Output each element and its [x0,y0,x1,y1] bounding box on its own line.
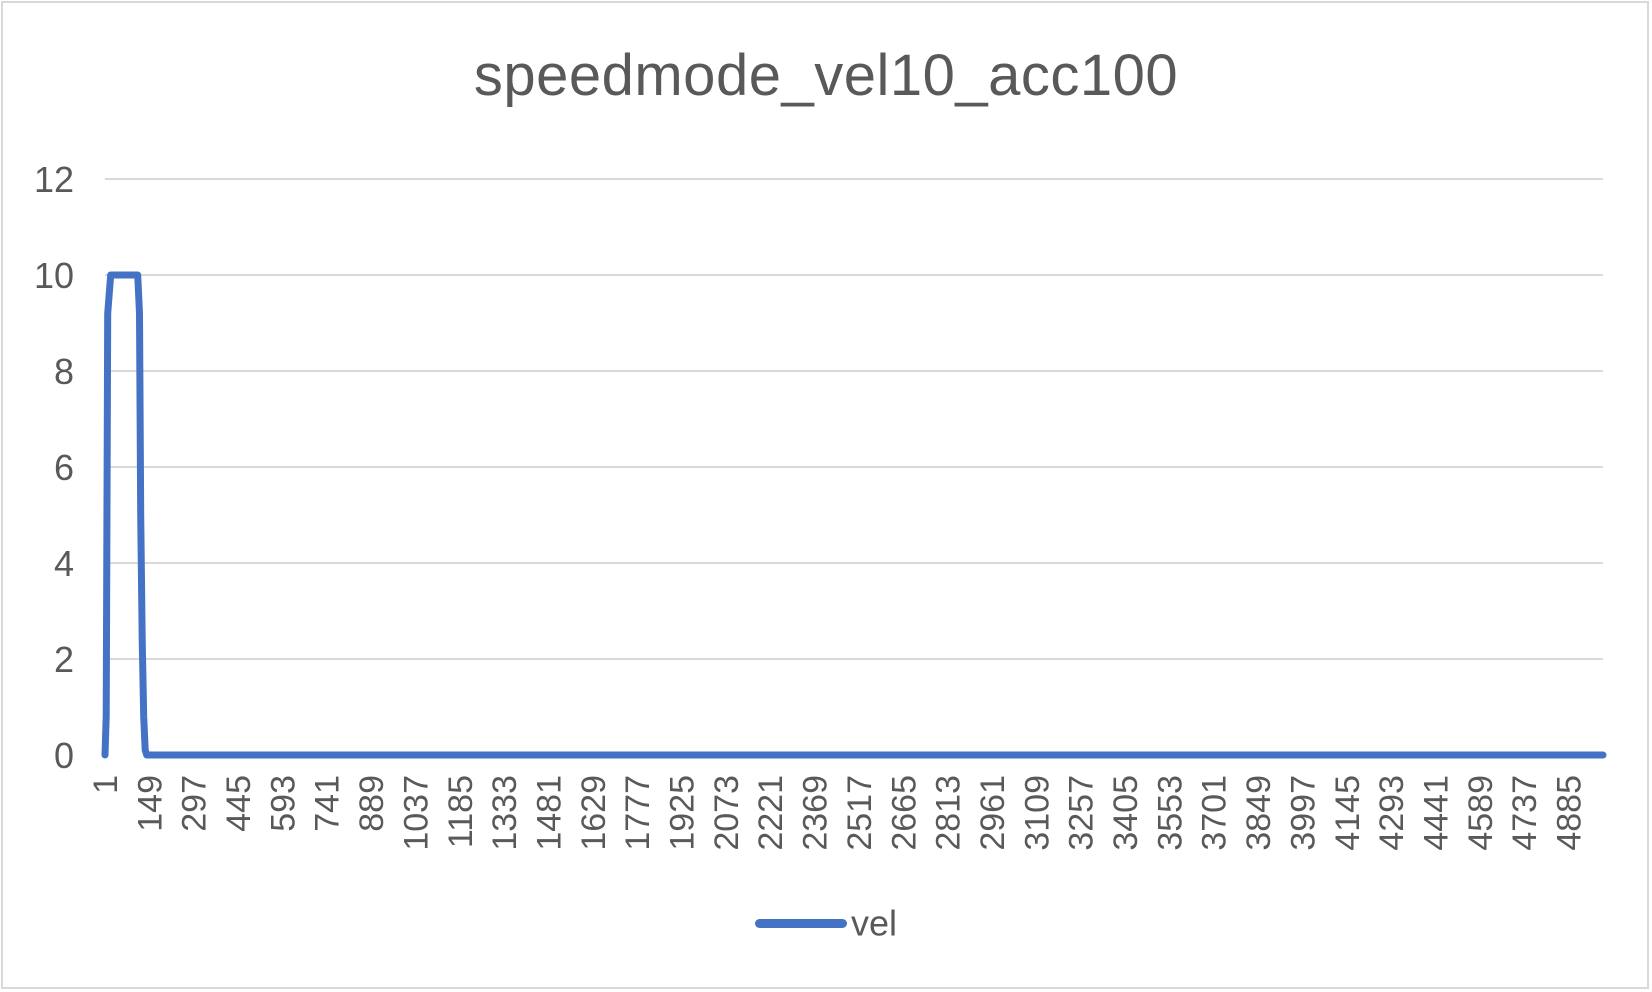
y-tick-label: 10 [34,255,74,296]
x-tick-label: 2961 [974,775,1012,851]
gridlines [105,178,1603,660]
y-axis: 0 2 4 6 8 10 12 [34,159,74,776]
x-tick-label: 1185 [442,775,480,848]
x-tick-label: 3997 [1284,775,1322,851]
x-tick-label: 593 [264,775,302,832]
x-tick-label: 4145 [1329,775,1367,851]
x-tick-label: 445 [220,775,258,832]
y-tick-label: 12 [34,159,74,200]
x-tick-label: 2221 [752,775,790,851]
x-axis: 1 149 297 445 593 741 889 1037 1185 1333 1481 1629 1… [87,775,1589,851]
x-tick-label: 2813 [930,775,968,851]
x-tick-label: 1777 [619,775,657,851]
x-tick-label: 4885 [1551,775,1589,851]
x-tick-label: 1629 [575,775,613,851]
x-tick-label: 3405 [1107,775,1145,851]
x-tick-label: 3849 [1240,775,1278,851]
series-layer [101,271,1607,759]
series-line-vel [101,271,1607,759]
y-tick-label: 2 [54,639,74,680]
x-tick-label: 1333 [486,775,524,851]
x-tick-label: 741 [309,775,347,832]
x-tick-label: 149 [131,775,169,832]
chart-title: speedmode_vel10_acc100 [473,43,1179,108]
x-tick-label: 2369 [797,775,835,851]
x-tick-label: 297 [176,775,214,832]
x-tick-label: 3553 [1151,775,1189,851]
x-tick-label: 1925 [664,775,702,851]
x-tick-label: 1037 [397,775,435,851]
x-tick-label: 2517 [841,775,879,851]
legend-label-vel: vel [850,902,898,944]
x-tick-label: 4589 [1462,775,1500,851]
legend: vel [0,900,1652,944]
x-tick-label: 2665 [885,775,923,851]
x-tick-label: 889 [353,775,391,832]
x-tick-label: 2073 [708,775,746,851]
legend-swatch-vel [754,918,847,928]
y-tick-label: 0 [54,735,74,776]
x-tick-label: 4293 [1373,775,1411,851]
x-tick-label: 4441 [1417,775,1455,851]
y-tick-label: 6 [54,447,74,488]
y-tick-label: 4 [54,543,74,584]
y-tick-label: 8 [54,351,74,392]
x-tick-label: 4737 [1506,775,1544,851]
x-tick-label: 1 [87,775,125,794]
x-tick-label: 3257 [1063,775,1101,851]
x-tick-label: 1481 [530,775,568,851]
x-tick-label: 3701 [1196,775,1234,851]
x-tick-label: 3109 [1018,775,1056,851]
